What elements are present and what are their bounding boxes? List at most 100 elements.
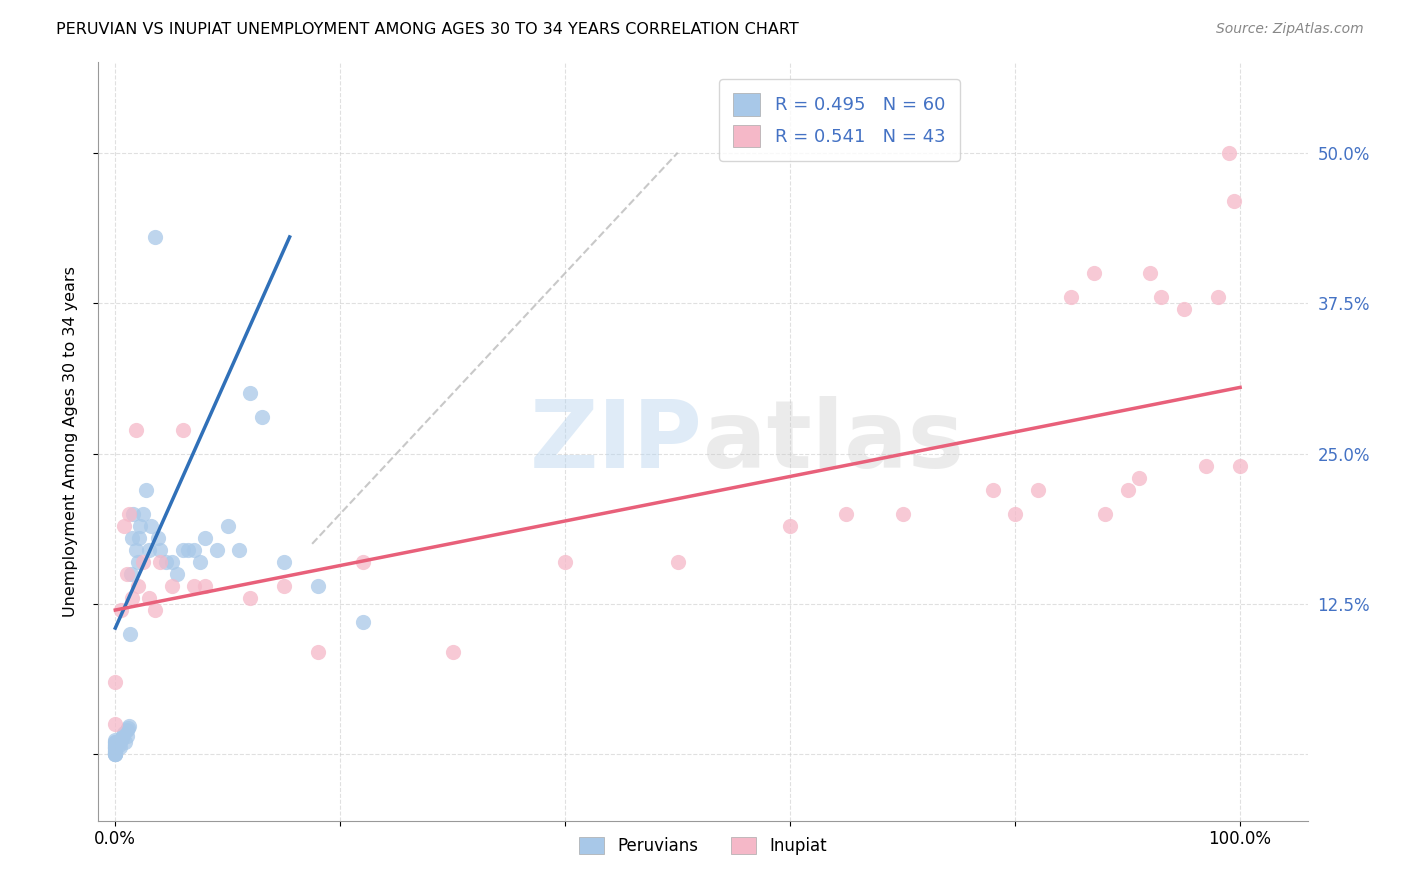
Point [112, 726, 135, 740]
Point [104, 717, 127, 731]
Point [1128, 470, 1150, 484]
Text: Source: ZipAtlas.com: Source: ZipAtlas.com [1216, 22, 1364, 37]
Point [273, 555, 295, 569]
Point [104, 747, 127, 762]
Point [891, 507, 914, 521]
Point [835, 507, 858, 521]
Point [104, 733, 127, 747]
Point [141, 518, 163, 533]
Point [554, 555, 576, 569]
Point [115, 723, 138, 738]
Point [104, 675, 127, 690]
Point [114, 735, 136, 749]
Point [149, 555, 172, 569]
Point [250, 410, 273, 425]
Point [104, 741, 127, 756]
Point [352, 555, 374, 569]
Point [121, 531, 143, 545]
Y-axis label: Unemployment Among Ages 30 to 34 years: Unemployment Among Ages 30 to 34 years [63, 266, 77, 617]
Point [779, 518, 801, 533]
Point [1195, 458, 1218, 473]
Point [104, 742, 127, 756]
Point [104, 739, 127, 753]
Point [1218, 145, 1240, 160]
Point [132, 507, 155, 521]
Point [273, 579, 295, 593]
Point [108, 740, 131, 755]
Point [104, 738, 127, 752]
Point [146, 531, 169, 545]
Point [118, 627, 141, 641]
Point [118, 507, 141, 521]
Point [104, 735, 127, 749]
Point [177, 542, 200, 557]
Point [1004, 507, 1026, 521]
Point [188, 555, 211, 569]
Point [1083, 266, 1105, 280]
Point [107, 738, 129, 752]
Point [172, 423, 194, 437]
Point [205, 542, 228, 557]
Point [104, 747, 127, 762]
Point [110, 733, 132, 747]
Point [166, 566, 188, 581]
Point [160, 555, 183, 569]
Point [121, 591, 143, 605]
Point [107, 735, 129, 749]
Point [138, 542, 160, 557]
Legend: R = 0.495   N = 60, R = 0.541   N = 43: R = 0.495 N = 60, R = 0.541 N = 43 [718, 79, 960, 161]
Point [104, 740, 127, 755]
Point [104, 747, 127, 762]
Point [155, 555, 177, 569]
Point [115, 730, 138, 744]
Point [124, 423, 146, 437]
Point [104, 745, 127, 759]
Point [104, 747, 127, 762]
Point [1229, 458, 1251, 473]
Point [160, 579, 183, 593]
Point [194, 579, 217, 593]
Point [1139, 266, 1161, 280]
Point [118, 718, 141, 732]
Text: ZIP: ZIP [530, 395, 703, 488]
Point [307, 579, 329, 593]
Point [441, 645, 464, 659]
Text: atlas: atlas [703, 395, 965, 488]
Point [217, 518, 239, 533]
Point [127, 555, 149, 569]
Point [135, 483, 157, 497]
Point [129, 518, 152, 533]
Point [1173, 302, 1195, 317]
Point [981, 483, 1004, 497]
Point [122, 507, 145, 521]
Point [183, 579, 205, 593]
Point [1026, 483, 1049, 497]
Point [104, 737, 127, 751]
Point [104, 746, 127, 760]
Point [138, 591, 160, 605]
Point [307, 645, 329, 659]
Point [1116, 483, 1139, 497]
Point [172, 542, 194, 557]
Point [117, 721, 139, 735]
Point [183, 542, 205, 557]
Point [149, 542, 172, 557]
Point [115, 566, 138, 581]
Point [120, 566, 142, 581]
Point [110, 603, 132, 617]
Point [239, 591, 262, 605]
Point [112, 728, 135, 742]
Point [132, 555, 155, 569]
Point [143, 603, 166, 617]
Point [666, 555, 689, 569]
Point [104, 744, 127, 758]
Point [111, 731, 134, 745]
Point [1206, 290, 1229, 304]
Point [239, 386, 262, 401]
Point [143, 230, 166, 244]
Point [352, 615, 374, 629]
Point [104, 735, 127, 749]
Point [1223, 194, 1246, 208]
Point [1094, 507, 1116, 521]
Point [128, 531, 150, 545]
